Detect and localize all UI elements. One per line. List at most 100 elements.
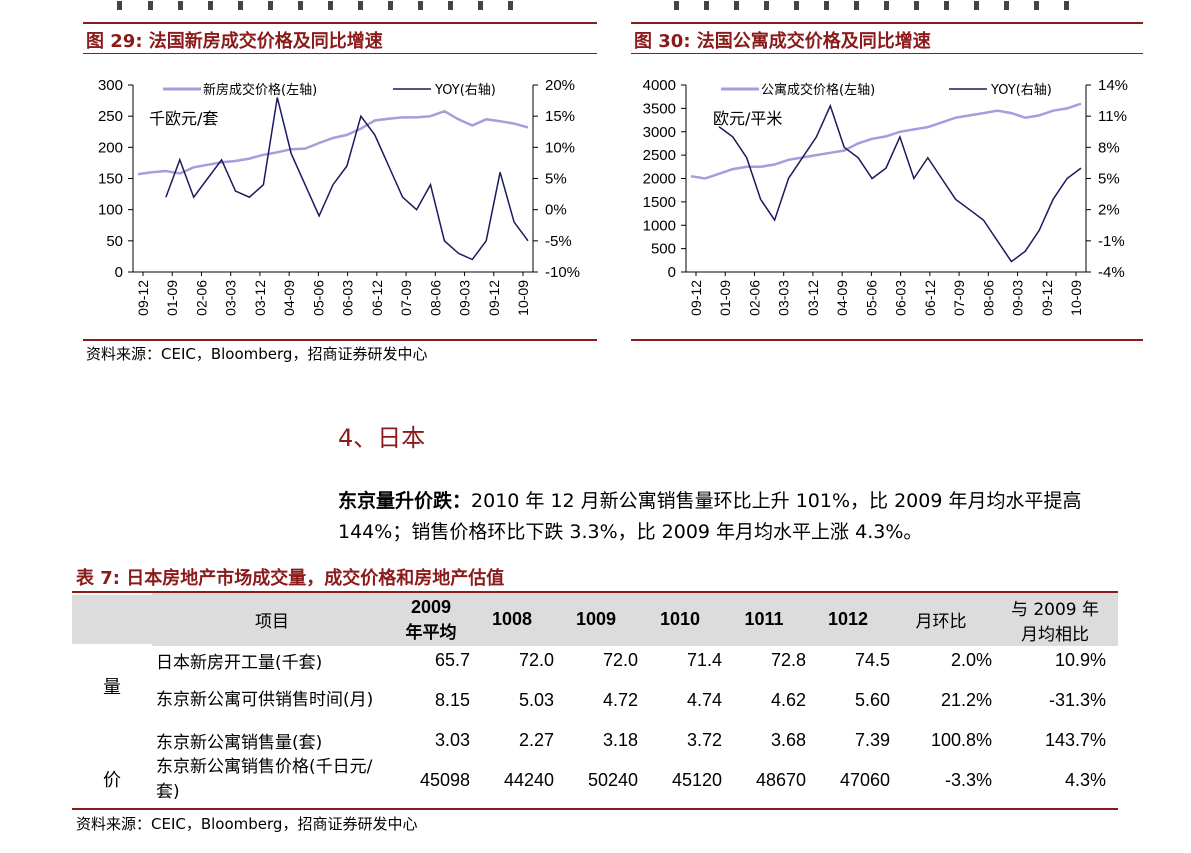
right-tick-label: 0% bbox=[545, 202, 567, 219]
header-1010: 1010 bbox=[638, 593, 722, 646]
fig29-title: 图 29: 法国新房成交价格及同比增速 bbox=[86, 31, 383, 52]
left-tick-label: 0 bbox=[668, 264, 676, 281]
cell: 72.8 bbox=[770, 649, 806, 670]
right-tick-label: -5% bbox=[545, 233, 572, 250]
table7-top-rule bbox=[72, 591, 1118, 593]
row-label: 日本新房开工量(千套) bbox=[156, 652, 323, 673]
table-row: 价 东京新公寓销售量(套) 3.03 2.27 3.18 3.72 3.68 7… bbox=[72, 726, 1118, 792]
unit-label: 千欧元/套 bbox=[149, 109, 218, 128]
x-tick-label: 10-09 bbox=[1068, 280, 1084, 316]
series-price-line bbox=[690, 102, 1082, 180]
cell: 3.68 bbox=[770, 729, 806, 750]
legend-yoy: YOY(右轴) bbox=[990, 83, 1052, 98]
x-tick-label: 10-09 bbox=[515, 280, 531, 316]
legend-yoy: YOY(右轴) bbox=[434, 83, 496, 98]
right-tick-label: 20% bbox=[545, 77, 575, 94]
right-tick-label: 11% bbox=[1098, 108, 1127, 125]
x-tick-label: 03-12 bbox=[252, 280, 268, 316]
right-tick-label: 15% bbox=[545, 108, 575, 125]
x-tick-label: 05-06 bbox=[310, 280, 326, 316]
row-label: 东京新公寓可供销售时间(月) bbox=[156, 689, 374, 710]
right-tick-label: -4% bbox=[1098, 264, 1125, 281]
right-tick-label: 5% bbox=[1098, 171, 1120, 188]
right-tick-label: 8% bbox=[1098, 139, 1120, 156]
cell: 5.60 bbox=[854, 689, 890, 710]
table7-source: 资料来源：CEIC，Bloomberg，招商证券研发中心 bbox=[76, 815, 418, 833]
left-tick-label: 4000 bbox=[643, 77, 676, 94]
x-tick-label: 08-06 bbox=[427, 280, 443, 316]
x-tick-label: 08-06 bbox=[980, 280, 996, 316]
x-tick-label: 06-03 bbox=[340, 280, 356, 316]
series-price-line bbox=[137, 109, 529, 176]
cell: 2.27 bbox=[518, 729, 554, 750]
group-price: 价 bbox=[103, 770, 121, 791]
table-header-row: 项目 2009 年平均 1008 1009 1010 1011 1012 月环比… bbox=[72, 593, 1118, 646]
x-tick-label: 03-12 bbox=[805, 280, 821, 316]
header-2009-year: 2009 bbox=[410, 596, 452, 617]
header-vs2009-top: 与 2009 年 bbox=[1010, 599, 1100, 620]
clipped-axis-strip bbox=[660, 0, 1090, 14]
x-tick-label: 05-06 bbox=[863, 280, 879, 316]
header-1008: 1008 bbox=[470, 593, 554, 646]
table-row: 东京新公寓可供销售时间(月) 8.15 5.03 4.72 4.74 4.62 … bbox=[72, 674, 1118, 726]
cell: 3.72 bbox=[686, 729, 722, 750]
x-tick-label: 09-03 bbox=[1010, 280, 1026, 316]
cell: 4.62 bbox=[770, 689, 806, 710]
legend-price: 新房成交价格(左轴) bbox=[203, 82, 317, 98]
cell: 50240 bbox=[587, 769, 638, 790]
cell: 48670 bbox=[755, 769, 806, 790]
left-tick-label: 3500 bbox=[643, 100, 676, 117]
table7: 项目 2009 年平均 1008 1009 1010 1011 1012 月环比… bbox=[72, 593, 1118, 806]
cell: 4.3% bbox=[1064, 769, 1106, 790]
cell: 3.03 bbox=[434, 729, 470, 750]
x-tick-label: 01-09 bbox=[164, 280, 180, 316]
x-tick-label: 09-03 bbox=[457, 280, 473, 316]
fig30-chart: 4000 3500 3000 2500 2000 1500 1000 500 0 14% 11% 8%… bbox=[643, 77, 1128, 316]
header-2009-avg: 年平均 bbox=[405, 622, 457, 643]
header-1012: 1012 bbox=[806, 593, 890, 646]
fig29-bottom-rule bbox=[83, 339, 597, 341]
para-line2: 144%；销售价格环比下跌 3.3%，比 2009 年月均水平上涨 4.3%。 bbox=[338, 521, 923, 543]
fig30-top-rule bbox=[631, 22, 1143, 24]
x-tick-label: 01-09 bbox=[717, 280, 733, 316]
cell: 7.39 bbox=[854, 729, 890, 750]
left-tick-label: 1500 bbox=[643, 194, 676, 211]
cell: -3.3% bbox=[944, 769, 992, 790]
left-tick-label: 300 bbox=[98, 77, 123, 94]
fig29-source: 资料来源：CEIC，Bloomberg，招商证券研发中心 bbox=[86, 345, 428, 363]
header-1009: 1009 bbox=[554, 593, 638, 646]
cell: 2.0% bbox=[950, 649, 992, 670]
header-item: 项目 bbox=[152, 593, 392, 646]
right-tick-label: 10% bbox=[545, 139, 575, 156]
fig30-title: 图 30: 法国公寓成交价格及同比增速 bbox=[634, 31, 931, 52]
left-tick-label: 500 bbox=[651, 241, 676, 258]
x-tick-label: 04-09 bbox=[834, 280, 850, 316]
left-tick-label: 1000 bbox=[643, 217, 676, 234]
fig30-title-rule bbox=[631, 53, 1143, 54]
x-tick-label: 03-03 bbox=[223, 280, 239, 316]
cell: 21.2% bbox=[940, 689, 992, 710]
x-tick-label: 02-06 bbox=[746, 280, 762, 316]
left-tick-label: 200 bbox=[98, 139, 123, 156]
cell: 143.7% bbox=[1044, 729, 1106, 750]
series-yoy-line bbox=[165, 97, 529, 261]
fig30-bottom-rule bbox=[631, 339, 1143, 341]
cell: 72.0 bbox=[602, 649, 638, 670]
para-lead: 东京量升价跌： bbox=[338, 490, 472, 512]
table7-bottom-rule bbox=[72, 808, 1118, 810]
row-label: 东京新公寓销售量(套) bbox=[156, 732, 323, 753]
section-paragraph: 东京量升价跌：2010 年 12 月新公寓销售量环比上升 101%，比 2009… bbox=[338, 486, 1081, 548]
x-tick-label: 02-06 bbox=[193, 280, 209, 316]
x-tick-label: 03-03 bbox=[776, 280, 792, 316]
left-tick-label: 3000 bbox=[643, 124, 676, 141]
cell: 45120 bbox=[671, 769, 722, 790]
cell: -31.3% bbox=[1048, 689, 1106, 710]
header-vs2009: 与 2009 年 月均相比 bbox=[992, 593, 1118, 646]
cell: 100.8% bbox=[930, 729, 992, 750]
fig29-chart: 300 250 200 150 100 50 0 20% 15% 10% 5% 0% -5% -10% 09… bbox=[98, 77, 580, 316]
fig29-title-rule bbox=[83, 53, 597, 54]
right-tick-label: 2% bbox=[1098, 202, 1120, 219]
cell: 45098 bbox=[419, 769, 470, 790]
table7-title: 表 7: 日本房地产市场成交量，成交价格和房地产估值 bbox=[76, 568, 505, 589]
header-2009: 2009 年平均 bbox=[392, 593, 470, 646]
